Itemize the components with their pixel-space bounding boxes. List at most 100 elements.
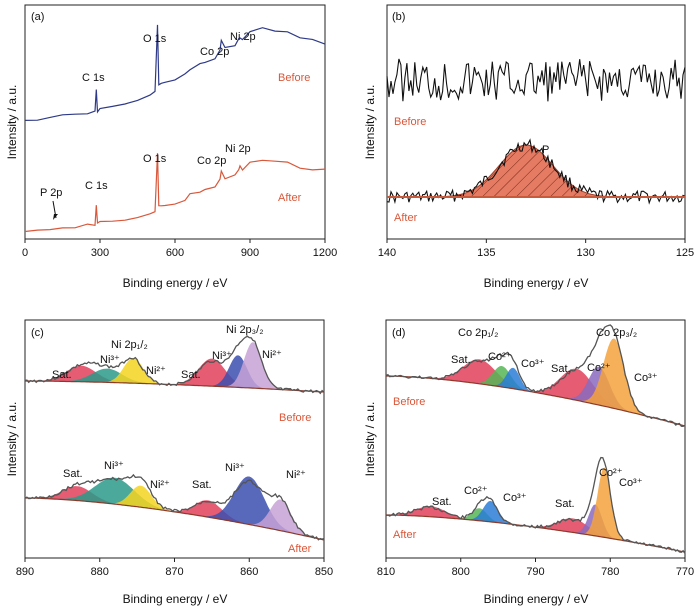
panel-b-after-label: After	[394, 212, 418, 224]
xtick-label: 850	[315, 566, 333, 578]
xtick-label: 780	[601, 566, 619, 578]
peak-label-ni2p-before: Ni 2p	[230, 31, 256, 43]
xtick-label: 300	[91, 247, 109, 259]
d-label-sat-after-1: Sat.	[432, 496, 452, 508]
background-line	[386, 514, 686, 553]
background-line	[25, 380, 325, 393]
panel-d-after-label: After	[393, 529, 417, 541]
panel-a: (a) 0 300 600 900 1200 Binding energy / eV I…	[5, 4, 337, 290]
c-label-ni3-1: Ni³⁺	[100, 354, 120, 366]
xtick-label: 130	[576, 247, 594, 259]
panel-c-xticks: 890 880 870 860 850	[16, 558, 333, 578]
panel-a-ylabel: Intensity / a.u.	[5, 85, 19, 160]
peak-label-co2p-after: Co 2p	[197, 155, 226, 167]
xtick-label: 1200	[313, 247, 337, 259]
panel-b-label: (b)	[392, 11, 405, 23]
panel-d-xlabel: Binding energy / eV	[484, 592, 589, 606]
panel-b-after-noise	[386, 138, 686, 205]
peak-label-co2p-before: Co 2p	[200, 46, 229, 58]
panel-b-frame	[386, 4, 686, 240]
xtick-label: 800	[452, 566, 470, 578]
d-label-co3-after-1: Co³⁺	[503, 492, 527, 504]
d-label-co2-2: Co²⁺	[587, 362, 611, 374]
panel-c-after-label: After	[288, 543, 312, 555]
d-label-sat-1: Sat.	[451, 354, 471, 366]
peak-component	[25, 342, 324, 392]
panel-a-before-line	[24, 24, 326, 121]
panel-d-xticks: 810 800 790 780 770	[377, 558, 694, 578]
xtick-label: 860	[240, 566, 258, 578]
panel-b-before-label: Before	[394, 116, 426, 128]
panel-b-xticks: 140 135 130 125	[378, 239, 694, 259]
envelope-line	[385, 456, 686, 554]
xtick-label: 890	[16, 566, 34, 578]
xtick-label: 770	[676, 566, 694, 578]
xtick-label: 880	[91, 566, 109, 578]
xtick-label: 600	[166, 247, 184, 259]
c-label-ni3-2: Ni³⁺	[212, 350, 232, 362]
d-label-co2p12: Co 2p₁/₂	[458, 327, 498, 339]
c-label-ni2-1: Ni²⁺	[146, 365, 166, 377]
peak-label-ni2p-after: Ni 2p	[225, 143, 251, 155]
c-label-ni3-after-1: Ni³⁺	[104, 460, 124, 472]
panel-d-ylabel: Intensity / a.u.	[363, 402, 377, 477]
xtick-label: 790	[526, 566, 544, 578]
peak-label-o1s-after: O 1s	[143, 153, 167, 165]
xtick-label: 810	[377, 566, 395, 578]
panel-d: (d) 810 800 790 780 770 Binding energy / eV …	[363, 319, 694, 606]
panel-d-label: (d)	[392, 327, 405, 339]
xtick-label: 0	[22, 247, 28, 259]
d-label-sat-2: Sat.	[551, 363, 571, 375]
peak-component	[25, 368, 324, 392]
peak-component	[386, 467, 685, 552]
c-label-ni2-after-2: Ni²⁺	[286, 469, 306, 481]
panel-a-before-label: Before	[278, 72, 310, 84]
d-label-co2p32: Co 2p₃/₂	[596, 327, 637, 339]
peak-label-p2p-after: P 2p	[40, 187, 62, 199]
panel-c-before-fit	[24, 335, 325, 395]
envelope-line	[24, 473, 325, 541]
peak-label-o1s-before: O 1s	[143, 33, 167, 45]
c-label-ni2p32: Ni 2p₃/₂	[226, 324, 264, 336]
panel-a-after-label: After	[278, 192, 302, 204]
d-label-sat-after-2: Sat.	[555, 498, 575, 510]
d-label-co2-after-1: Co²⁺	[464, 485, 488, 497]
c-label-ni2p12: Ni 2p₁/₂	[111, 339, 148, 351]
peak-component	[386, 338, 685, 426]
panel-b-peak-label: P	[542, 144, 549, 156]
panel-d-before-label: Before	[393, 396, 425, 408]
c-label-ni3-after-2: Ni³⁺	[225, 462, 245, 474]
d-label-co3-2: Co³⁺	[634, 372, 658, 384]
panel-a-label: (a)	[31, 11, 44, 23]
peak-component	[386, 506, 685, 552]
peak-component	[386, 359, 685, 426]
panel-c-xlabel: Binding energy / eV	[123, 592, 228, 606]
panel-a-xlabel: Binding energy / eV	[123, 276, 228, 290]
peak-component	[25, 498, 324, 540]
c-label-sat-1: Sat.	[52, 369, 72, 381]
panel-d-after-fit	[385, 456, 686, 554]
panel-b: (b) 140 135 130 125 Binding energy / eV Int…	[363, 4, 694, 290]
peak-label-c1s-after: C 1s	[85, 180, 108, 192]
d-label-co3-after-2: Co³⁺	[619, 477, 643, 489]
c-label-ni2-2: Ni²⁺	[262, 349, 282, 361]
d-label-co2-1: Co²⁺	[488, 351, 512, 363]
xtick-label: 140	[378, 247, 396, 259]
c-label-sat-after-1: Sat.	[63, 468, 83, 480]
xtick-label: 125	[676, 247, 694, 259]
background-line	[25, 497, 325, 541]
peak-component	[25, 477, 324, 540]
xtick-label: 870	[165, 566, 183, 578]
panel-c-label: (c)	[31, 327, 44, 339]
panel-b-xlabel: Binding energy / eV	[484, 276, 589, 290]
panel-b-ylabel: Intensity / a.u.	[363, 85, 377, 160]
panel-a-after-line	[24, 153, 326, 233]
c-label-sat-after-2: Sat.	[192, 479, 212, 491]
panel-b-before-noise	[386, 58, 686, 102]
d-label-co2-after-2: Co²⁺	[599, 467, 623, 479]
panel-d-before-fit	[385, 324, 686, 427]
panel-a-xticks: 0 300 600 900 1200	[22, 239, 337, 259]
panel-c: (c) 890 880 870 860 850 Binding energy / eV …	[5, 319, 333, 606]
envelope-line	[385, 324, 686, 427]
